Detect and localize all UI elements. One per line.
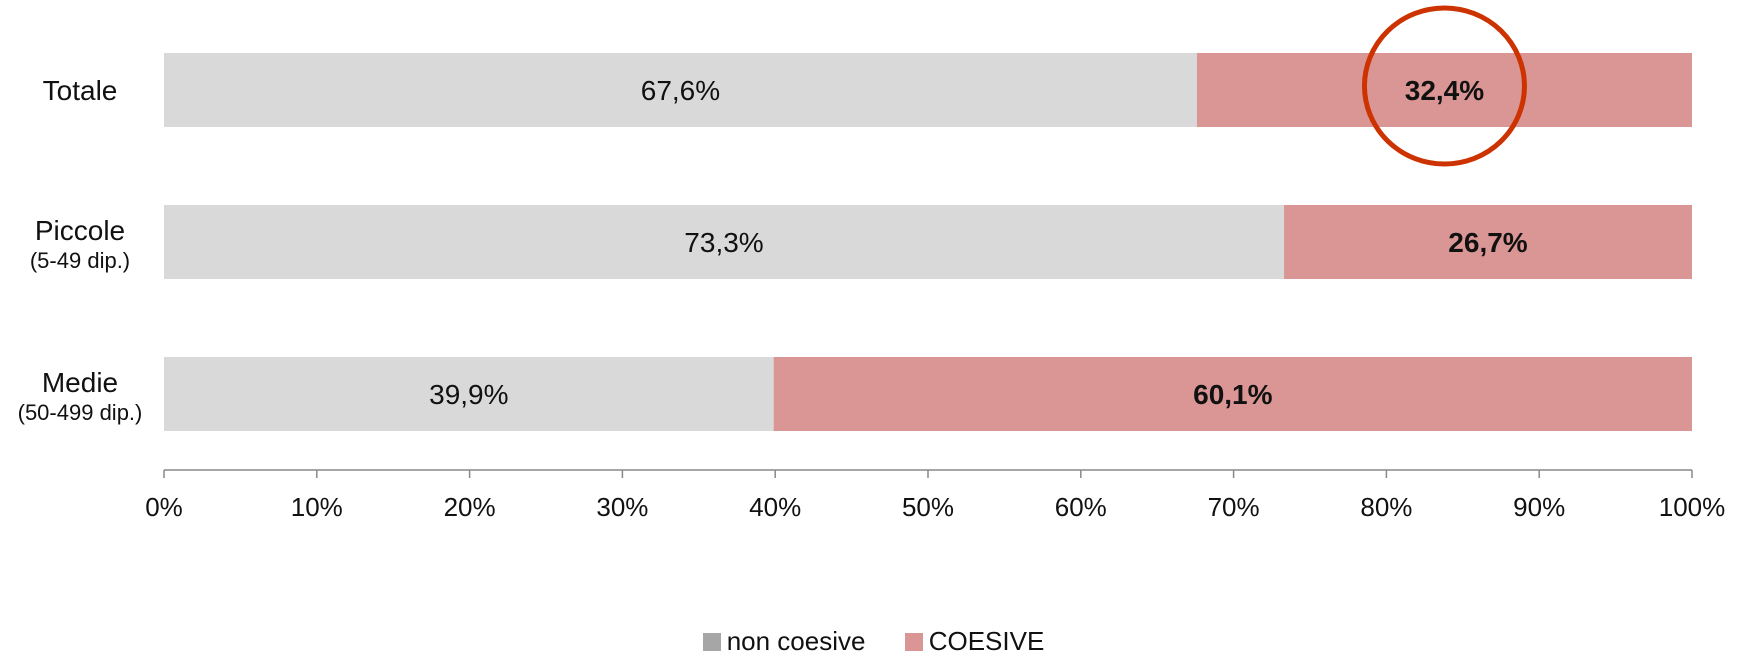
bars-group: 67,6% 32,4% 73,3% 26,7% 39,9% 60,1% <box>164 53 1692 431</box>
bar-totale-non-coesive <box>164 53 1197 127</box>
category-sublabel-piccole: (5-49 dip.) <box>30 248 130 273</box>
legend-swatch-non-coesive <box>702 632 721 651</box>
bar-piccole-non-coesive <box>164 205 1285 279</box>
x-tick-label: 40% <box>749 492 801 522</box>
legend-item-coesive: COESIVE <box>904 626 1045 657</box>
category-label-medie: Medie <box>42 367 118 398</box>
x-tick-label: 20% <box>444 492 496 522</box>
data-label-medie-coesive: 60,1% <box>1193 379 1272 410</box>
category-sublabel-medie: (50-499 dip.) <box>18 400 143 425</box>
x-tick-label: 100% <box>1659 492 1726 522</box>
legend-label-coesive: COESIVE <box>928 626 1045 656</box>
legend-item-non-coesive: non coesive <box>702 626 866 657</box>
x-tick-label: 0% <box>145 492 183 522</box>
data-label-piccole-coesive: 26,7% <box>1448 227 1527 258</box>
x-tick-label: 30% <box>596 492 648 522</box>
data-label-medie-non-coesive: 39,9% <box>429 379 508 410</box>
x-tick-label: 50% <box>902 492 954 522</box>
highlight-circle <box>1361 5 1527 167</box>
data-label-totale-coesive: 32,4% <box>1405 75 1484 106</box>
legend-swatch-coesive <box>904 632 923 651</box>
legend-label-non-coesive: non coesive <box>726 626 866 656</box>
category-label-totale: Totale <box>43 75 118 106</box>
category-labels: Totale Piccole(5-49 dip.) Medie(50-499 dip… <box>18 75 143 425</box>
bar-piccole-coesive <box>1284 205 1692 279</box>
highlight-group <box>1361 5 1527 167</box>
x-tick-label: 90% <box>1513 492 1565 522</box>
x-tick-label: 70% <box>1208 492 1260 522</box>
legend: non coesive COESIVE <box>0 626 1747 658</box>
x-tick-label: 60% <box>1055 492 1107 522</box>
bar-medie-non-coesive <box>164 357 774 431</box>
bar-medie-coesive <box>773 357 1692 431</box>
category-label-piccole: Piccole <box>35 215 125 246</box>
x-tick-label: 80% <box>1360 492 1412 522</box>
data-label-piccole-non-coesive: 73,3% <box>684 227 763 258</box>
bar-totale-coesive <box>1196 53 1692 127</box>
x-tick-label: 10% <box>291 492 343 522</box>
x-axis: 0% 10% 20% 30% 40% 50% 60% 70% 80% 90% 100% <box>145 469 1726 522</box>
data-label-totale-non-coesive: 67,6% <box>641 75 720 106</box>
